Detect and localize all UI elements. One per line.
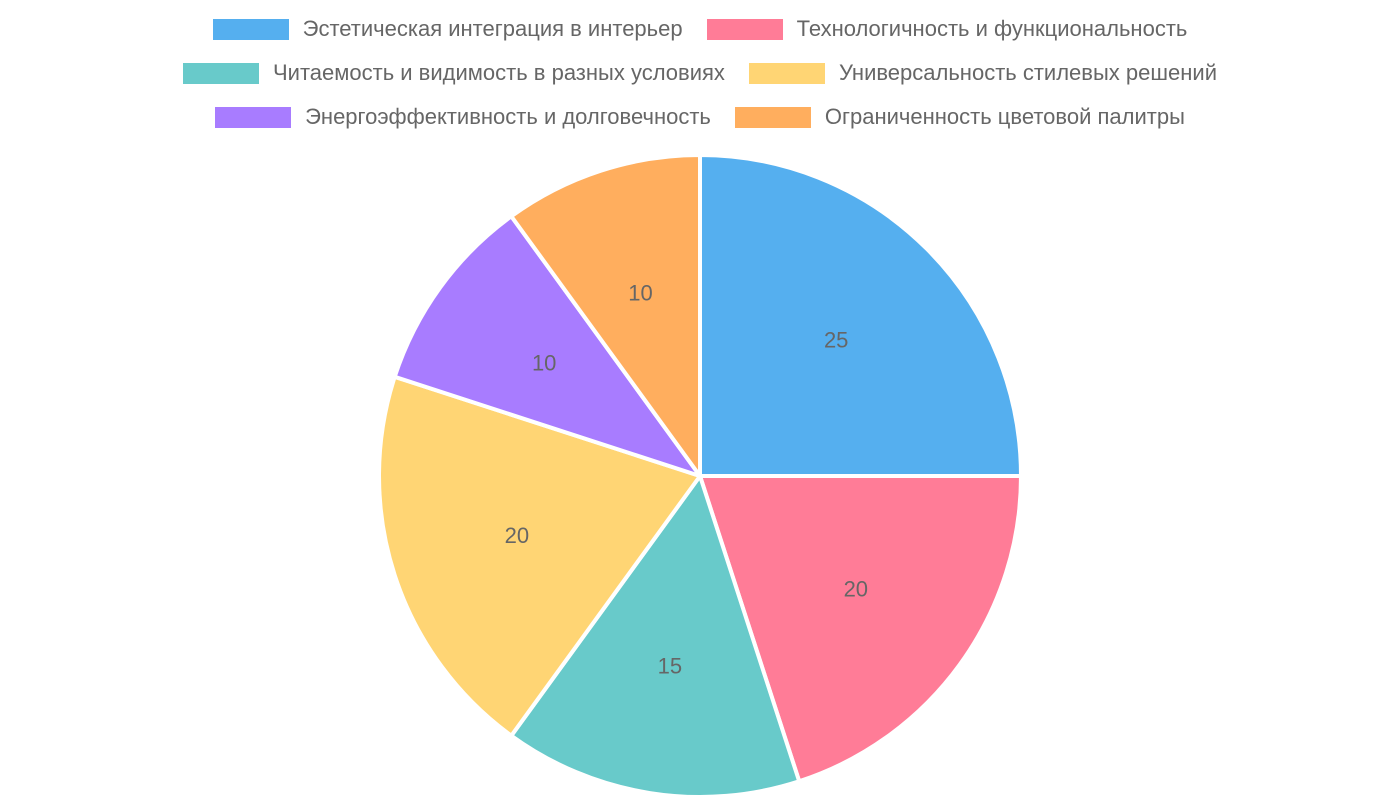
- legend-item-readability[interactable]: Читаемость и видимость в разных условиях: [183, 60, 725, 86]
- slice-aesthetic[interactable]: [698, 153, 1023, 478]
- legend-row: Энергоэффективность и долговечность Огра…: [215, 102, 1185, 132]
- slice-value-label: 20: [844, 577, 868, 602]
- slice-technology[interactable]: [698, 474, 1023, 784]
- pie-slices: [377, 153, 1023, 799]
- slice-palette[interactable]: [509, 153, 702, 478]
- legend-label: Ограниченность цветовой палитры: [824, 104, 1185, 129]
- slice-readability[interactable]: [509, 474, 802, 799]
- legend-swatch: [706, 18, 783, 40]
- slice-value-label: 25: [824, 327, 848, 352]
- slice-value-label: 20: [505, 523, 529, 548]
- legend-label: Технологичность и функциональность: [796, 16, 1188, 41]
- slice-value-label: 10: [532, 350, 556, 375]
- legend-label: Универсальность стилевых решений: [838, 60, 1217, 85]
- slice-energy[interactable]: [392, 214, 702, 478]
- legend-swatch: [215, 106, 292, 128]
- legend-label: Эстетическая интеграция в интерьер: [302, 16, 683, 41]
- legend-item-palette[interactable]: Ограниченность цветовой палитры: [734, 104, 1185, 130]
- legend-item-technology[interactable]: Технологичность и функциональность: [706, 16, 1188, 42]
- slice-versatility[interactable]: [377, 374, 702, 738]
- legend-swatch: [734, 106, 811, 128]
- legend-item-aesthetic[interactable]: Эстетическая интеграция в интерьер: [212, 16, 683, 42]
- legend-item-versatility[interactable]: Универсальность стилевых решений: [748, 60, 1217, 86]
- legend-swatch: [748, 62, 825, 84]
- legend-item-energy[interactable]: Энергоэффективность и долговечность: [215, 104, 711, 130]
- legend-label: Энергоэффективность и долговечность: [305, 104, 711, 129]
- legend-row: Читаемость и видимость в разных условиях…: [183, 58, 1217, 88]
- slice-value-label: 10: [628, 280, 652, 305]
- pie-value-labels: 25 20 15 20 10 10: [505, 280, 868, 678]
- slice-value-label: 15: [658, 654, 682, 679]
- chart-legend: Эстетическая интеграция в интерьер Техно…: [0, 14, 1400, 132]
- legend-swatch: [212, 18, 289, 40]
- legend-row: Эстетическая интеграция в интерьер Техно…: [212, 14, 1188, 44]
- legend-swatch: [183, 62, 259, 84]
- legend-label: Читаемость и видимость в разных условиях: [273, 60, 725, 85]
